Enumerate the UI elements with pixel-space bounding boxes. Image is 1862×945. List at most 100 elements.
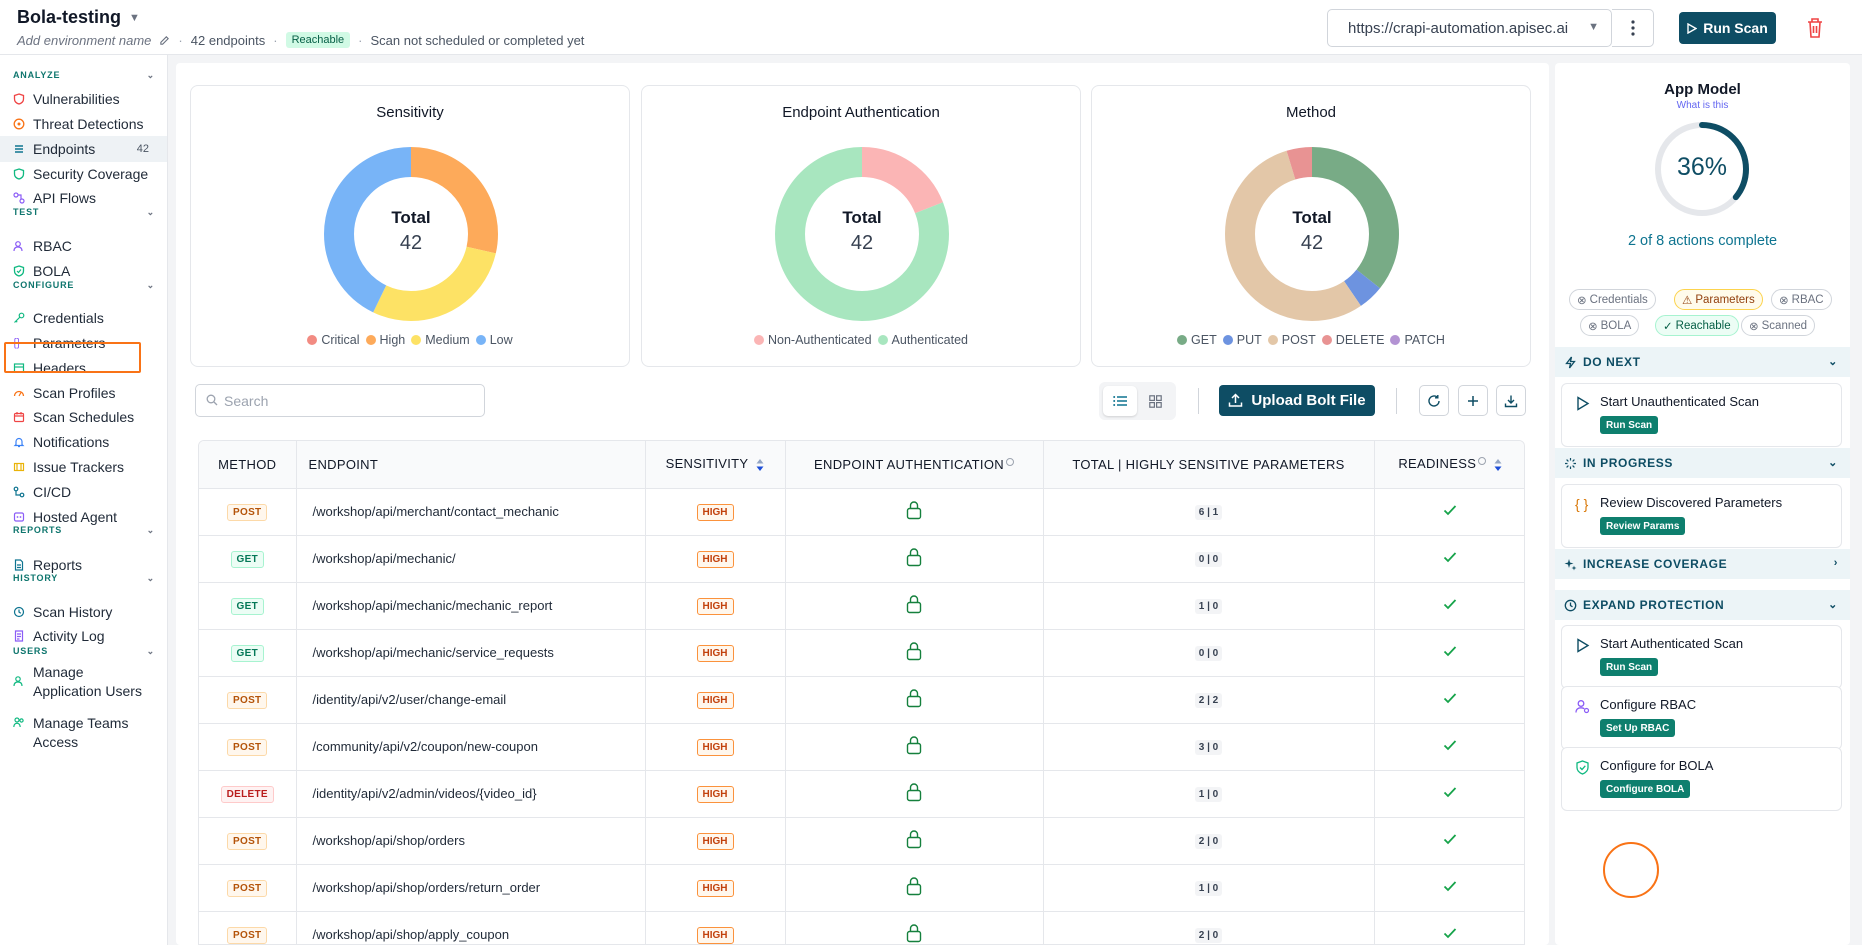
column-endpoint[interactable]: ENDPOINT [296,441,646,489]
section-increase-coverage[interactable]: INCREASE COVERAGE › [1555,549,1850,579]
column-readiness[interactable]: READINESS [1374,441,1524,489]
section-analyze[interactable]: ANALYZE ⌄ [13,70,155,80]
donut-slice-delete[interactable] [1225,147,1399,321]
sidebar-item-scan-history[interactable]: Scan History [0,599,167,625]
chip-credentials[interactable]: ⊗ Credentials [1569,289,1656,310]
sidebar-item-cicd[interactable]: CI/CD [0,479,167,505]
sidebar-item-manage-teams-access[interactable]: Manage Teams Access [0,714,167,758]
sort-icon[interactable] [1494,458,1502,472]
environment-name-placeholder[interactable]: Add environment name [17,32,152,48]
section-history[interactable]: HISTORY ⌄ [13,573,155,583]
chip-parameters[interactable]: ⚠ Parameters [1674,289,1763,310]
chip-bola[interactable]: ⊗ BOLA [1580,315,1640,336]
sort-icon[interactable] [756,458,764,472]
cell-endpoint[interactable]: /community/api/v2/coupon/new-coupon [296,723,646,771]
table-row[interactable]: POST/workshop/api/shop/orders/return_ord… [199,864,1524,912]
sidebar-item-manage-application-users[interactable]: Manage Application Users [0,663,167,707]
sidebar-item-scan-profiles[interactable]: Scan Profiles [0,380,167,406]
donut-slice-low[interactable] [324,147,498,321]
table-row[interactable]: GET/workshop/api/mechanic/mechanic_repor… [199,582,1524,630]
legend-item[interactable]: PUT [1222,333,1262,347]
table-row[interactable]: GET/workshop/api/mechanic/HIGH 0 | 0 [199,535,1524,583]
column-method[interactable]: METHOD [199,441,297,489]
sidebar-item-api-flows[interactable]: API Flows [0,185,167,211]
sidebar-item-issue-trackers[interactable]: Issue Trackers [0,454,167,480]
cell-endpoint[interactable]: /identity/api/v2/admin/videos/{video_id} [296,770,646,818]
section-in-progress[interactable]: IN PROGRESS ⌄ [1555,448,1850,478]
sidebar-item-hosted-agent[interactable]: Hosted Agent [0,504,167,530]
table-row[interactable]: POST/community/api/v2/coupon/new-coupon H… [199,723,1524,771]
upload-bolt-file-button[interactable]: Upload Bolt File [1219,385,1375,416]
donut-slice-authenticated[interactable] [775,147,949,321]
section-expand-protection[interactable]: EXPAND PROTECTION ⌄ [1555,590,1850,620]
table-row[interactable]: GET/workshop/api/mechanic/service_reques… [199,629,1524,677]
column-sensitivity[interactable]: SENSITIVITY [645,441,786,489]
cell-endpoint[interactable]: /workshop/api/mechanic/service_requests [296,629,646,677]
chip-reachable[interactable]: ✓ Reachable [1655,315,1739,336]
donut-slice-medium[interactable] [324,147,498,321]
grid-view-button[interactable] [1138,386,1172,416]
cell-endpoint[interactable]: /workshop/api/mechanic/mechanic_report [296,582,646,630]
sidebar-item-security-coverage[interactable]: Security Coverage [0,161,167,187]
environment-selector[interactable]: Bola-testing ▼ [17,7,140,28]
review-params-button[interactable]: Review Params [1600,517,1686,535]
legend-item[interactable]: DELETE [1321,333,1384,347]
table-row[interactable]: DELETE/identity/api/v2/admin/videos/{vid… [199,770,1524,818]
sidebar-item-notifications[interactable]: Notifications [0,429,167,455]
legend-item[interactable]: PATCH [1390,333,1445,347]
run-unauth-scan-button[interactable]: Run Scan [1600,416,1659,434]
run-auth-scan-button[interactable]: Run Scan [1600,658,1659,676]
url-selector[interactable]: https://crapi-automation.apisec.ai ▼ [1327,9,1612,47]
section-do-next[interactable]: DO NEXT ⌄ [1555,347,1850,377]
table-row[interactable]: POST/identity/api/v2/user/change-email HI… [199,676,1524,724]
sidebar-item-scan-schedules[interactable]: Scan Schedules [0,404,167,430]
cell-endpoint[interactable]: /workshop/api/shop/apply_coupon [296,911,646,944]
configure-bola-button[interactable]: Configure BOLA [1600,780,1691,798]
legend-item[interactable]: GET [1177,333,1217,347]
section-reports[interactable]: REPORTS ⌄ [13,525,155,535]
more-options-button[interactable] [1612,9,1654,47]
pencil-icon[interactable] [159,35,170,46]
column-endpoint-authentication[interactable]: ENDPOINT AUTHENTICATION [785,441,1044,489]
cell-endpoint[interactable]: /workshop/api/merchant/contact_mechanic [296,488,646,536]
add-endpoint-button[interactable] [1458,385,1488,416]
cell-endpoint[interactable]: /workshop/api/mechanic/ [296,535,646,583]
legend-item[interactable]: Critical [307,333,360,347]
legend-item[interactable]: POST [1267,333,1316,347]
search-input[interactable]: Search [195,384,485,417]
table-row[interactable]: POST/workshop/api/shop/apply_coupon HIGH 2… [199,911,1524,944]
chip-scanned[interactable]: ⊗ Scanned [1741,315,1816,336]
sidebar-item-endpoints[interactable]: Endpoints 42 [0,136,167,162]
what-is-this-link[interactable]: What is this [1676,100,1729,111]
sidebar-item-bola[interactable]: BOLA [0,258,167,284]
cell-endpoint[interactable]: /workshop/api/shop/orders [296,817,646,865]
legend-item[interactable]: Medium [411,333,470,347]
legend-item[interactable]: High [365,333,405,347]
cell-endpoint[interactable]: /identity/api/v2/user/change-email [296,676,646,724]
sidebar-item-credentials[interactable]: Credentials [0,305,167,331]
column-parameters[interactable]: TOTAL | HIGHLY SENSITIVE PARAMETERS [1043,441,1375,489]
info-icon[interactable] [1005,457,1014,466]
table-row[interactable]: POST/workshop/api/shop/orders HIGH 2 | 0 [199,817,1524,865]
sidebar-item-vulnerabilities[interactable]: Vulnerabilities [0,86,167,112]
legend-item[interactable]: Authenticated [877,333,968,347]
sidebar-item-activity-log[interactable]: Activity Log [0,623,167,649]
set-up-rbac-button[interactable]: Set Up RBAC [1600,719,1676,737]
trash-icon[interactable] [1804,16,1826,40]
chip-rbac[interactable]: ⊗ RBAC [1771,289,1832,310]
info-icon[interactable] [1478,457,1487,466]
legend-item[interactable]: Non-Authenticated [754,333,872,347]
sidebar-item-rbac[interactable]: RBAC [0,233,167,259]
sidebar-item-reports[interactable]: Reports [0,552,167,578]
run-scan-button[interactable]: Run Scan [1679,12,1776,44]
sidebar-item-threat-detections[interactable]: Threat Detections [0,111,167,137]
download-button[interactable] [1496,385,1526,416]
donut-slice-post[interactable] [1225,147,1399,321]
table-row[interactable]: POST/workshop/api/merchant/contact_mecha… [199,488,1524,536]
section-users[interactable]: USERS ⌄ [13,646,155,656]
list-view-button[interactable] [1103,386,1137,416]
section-configure[interactable]: CONFIGURE ⌄ [13,280,155,290]
legend-item[interactable]: Low [475,333,513,347]
section-test[interactable]: TEST ⌄ [13,207,155,217]
refresh-button[interactable] [1419,385,1449,416]
